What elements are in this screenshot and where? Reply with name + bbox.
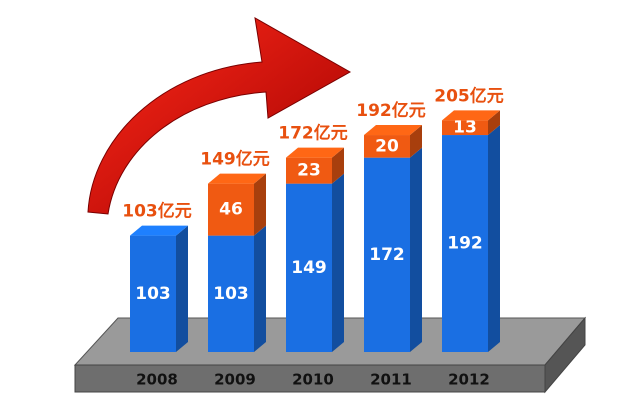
bar-top [208,173,266,184]
bar-side [332,147,344,184]
total-label: 103亿元 [122,201,192,222]
bar-segment [364,157,410,352]
x-tick-label: 2008 [136,371,178,389]
bar-side [410,125,422,158]
bar-side [332,173,344,352]
value-label: 46 [219,200,243,220]
bar-side [410,147,422,352]
value-label: 103 [135,284,171,304]
total-label: 192亿元 [356,100,426,121]
value-label: 20 [375,136,399,156]
total-label: 172亿元 [278,123,348,144]
value-label: 13 [453,118,477,138]
bar-side [488,125,500,352]
x-tick-label: 2009 [214,371,256,389]
bar-segment [130,235,176,352]
bar-segment [442,135,488,352]
bar-side [254,225,266,352]
value-label: 103 [213,284,249,304]
x-tick-label: 2010 [292,371,334,389]
bar-segment [286,183,332,352]
bar-top [130,225,188,236]
bar-segment [364,135,410,158]
bar-segment [442,120,488,136]
growth-arrow [87,17,352,215]
bar-segment [286,157,332,184]
value-label: 23 [297,161,321,181]
total-label: 205亿元 [434,85,504,106]
bar-top [442,110,500,121]
bar-segment [208,183,254,236]
value-label: 149 [291,258,327,278]
x-tick-label: 2011 [370,371,412,389]
bar-segment [208,235,254,352]
value-label: 172 [369,245,405,265]
bar-top [286,147,344,158]
x-tick-label: 2012 [448,371,490,389]
bar-side [254,173,266,236]
bar-side [488,110,500,136]
bar-side [176,225,188,352]
bar-top [364,125,422,136]
value-label: 192 [447,234,483,254]
total-label: 149亿元 [200,149,270,170]
